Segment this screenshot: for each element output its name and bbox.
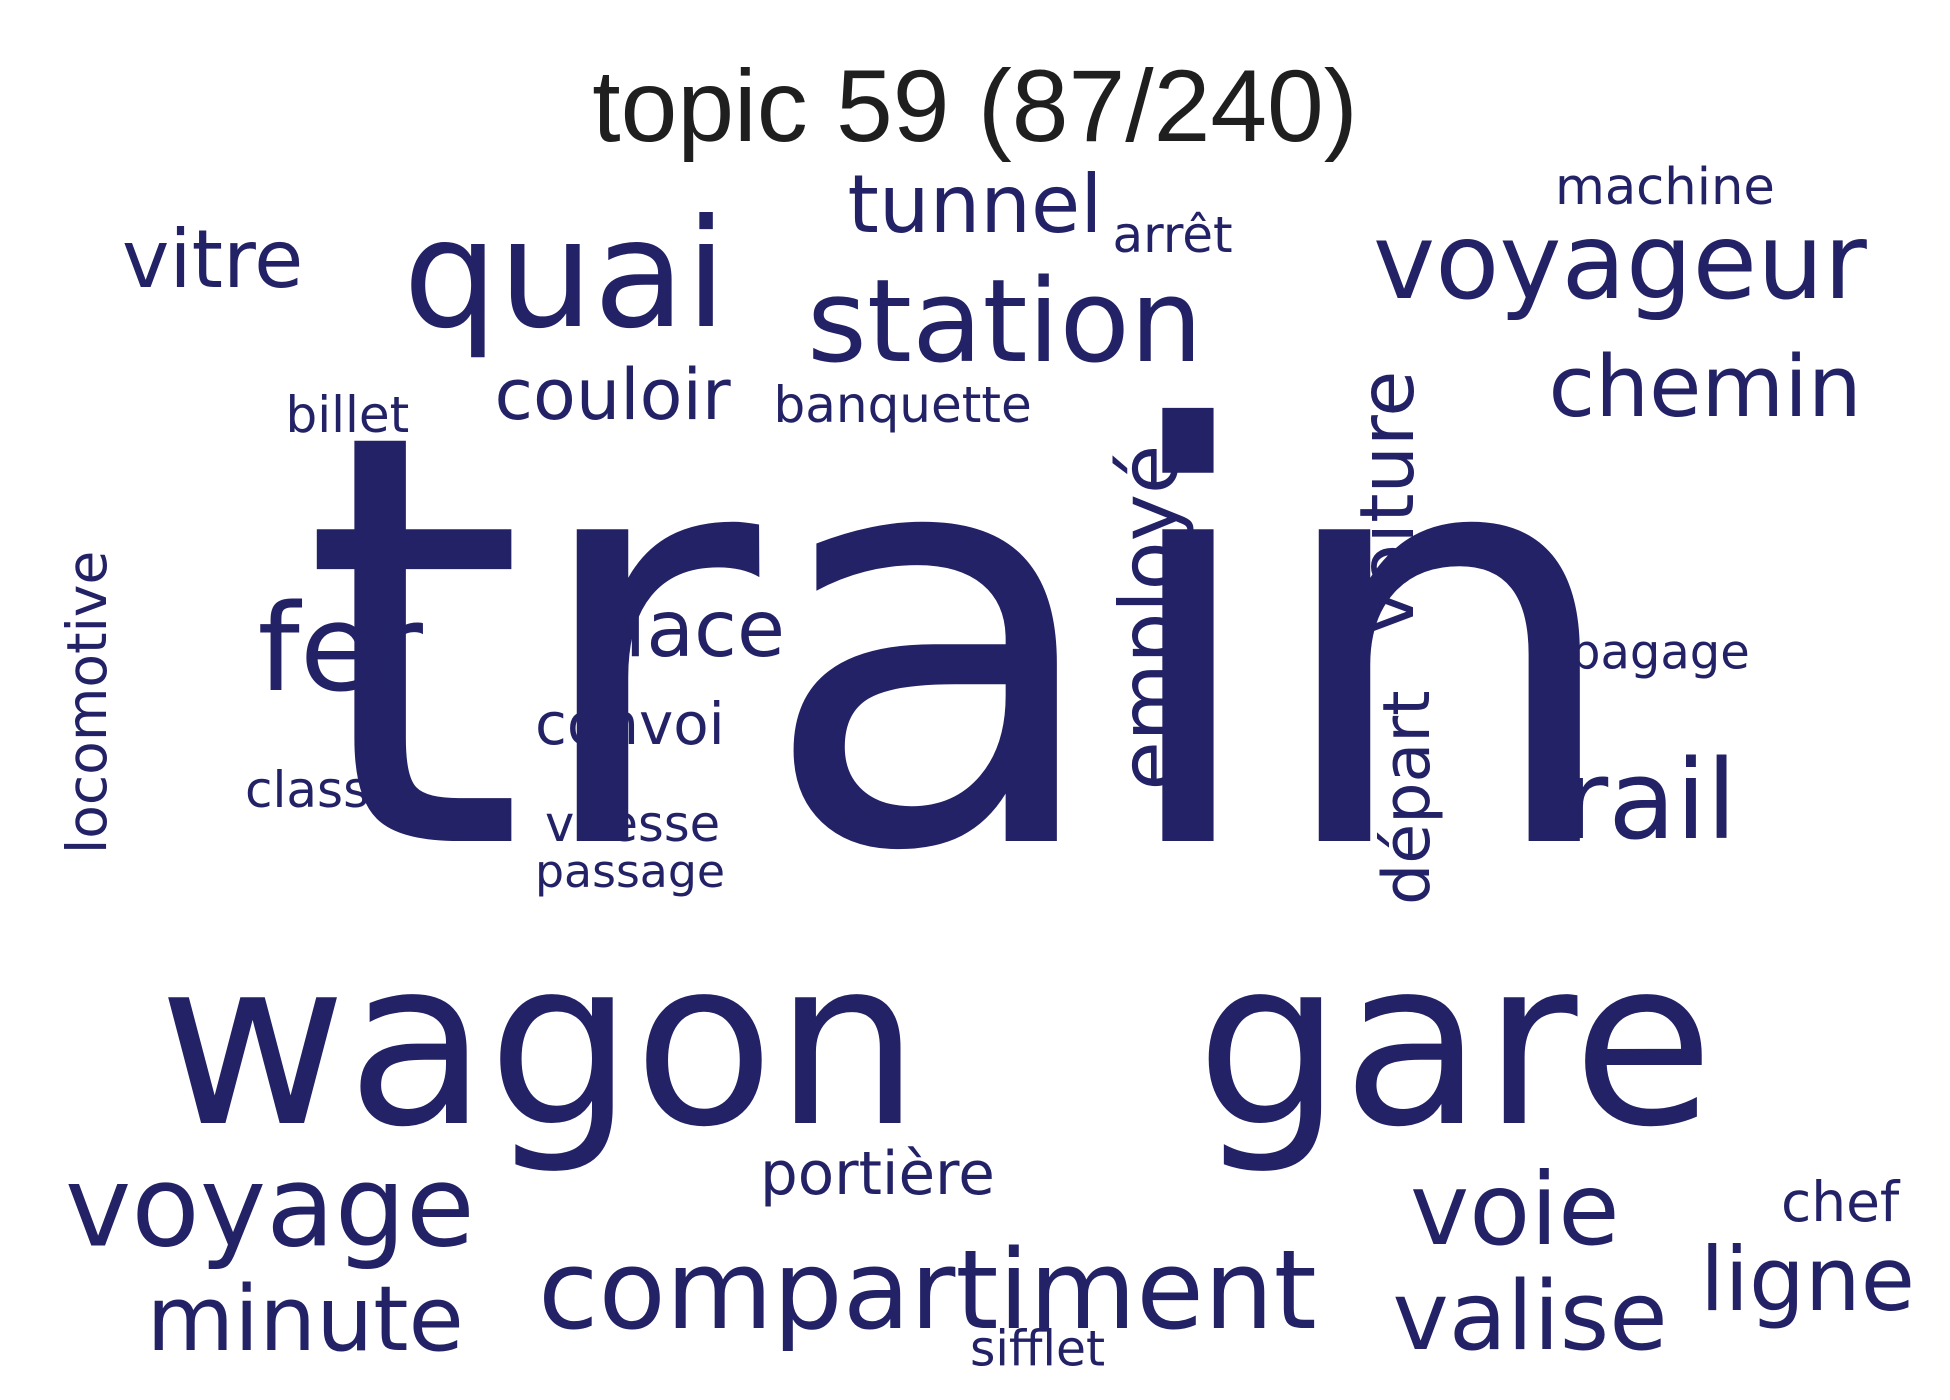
word-voie: voie [1410, 1151, 1620, 1268]
word-fer: fer [257, 580, 423, 719]
chart-title: topic 59 (87/240) [592, 49, 1358, 163]
word-billet: billet [285, 386, 410, 444]
word-quai: quai [403, 188, 727, 362]
word-tunnel: tunnel [847, 158, 1103, 251]
word-vitre: vitre [122, 213, 304, 306]
word-banquette: banquette [773, 376, 1032, 434]
word-compartiment: compartiment [538, 1226, 1317, 1354]
word-classe: classe [245, 761, 400, 819]
word-passage: passage [535, 845, 726, 898]
word-minute: minute [146, 1267, 464, 1372]
word-chemin: chemin [1548, 338, 1862, 437]
word-valise: valise [1392, 1262, 1668, 1372]
word-voyage: voyage [65, 1142, 475, 1273]
word-voyageur: voyageur [1373, 201, 1867, 323]
word-machine: machine [1555, 158, 1775, 217]
word-sifflet: sifflet [970, 1321, 1106, 1378]
word-ligne: ligne [1700, 1228, 1915, 1331]
word-locomotive: locomotive [55, 550, 119, 854]
word-depart: départ [1370, 690, 1445, 905]
word-convoi: convoi [535, 690, 725, 758]
word-vitesse: vitesse [545, 795, 721, 853]
word-place: place [575, 585, 785, 675]
word-wagon: wagon [158, 911, 921, 1178]
word-couloir: couloir [494, 354, 731, 436]
word-voiture: voiture [1343, 370, 1431, 634]
word-arret: arrêt [1112, 206, 1233, 264]
word-employe: employé [1103, 444, 1196, 791]
word-chef: chef [1781, 1170, 1900, 1234]
word-portiere: portière [760, 1140, 995, 1209]
word-gare: gare [1196, 911, 1714, 1178]
word-bagage: bagage [1570, 624, 1750, 681]
word-station: station [807, 255, 1203, 389]
word-rail: rail [1563, 736, 1737, 864]
word-train: train [301, 313, 1629, 976]
